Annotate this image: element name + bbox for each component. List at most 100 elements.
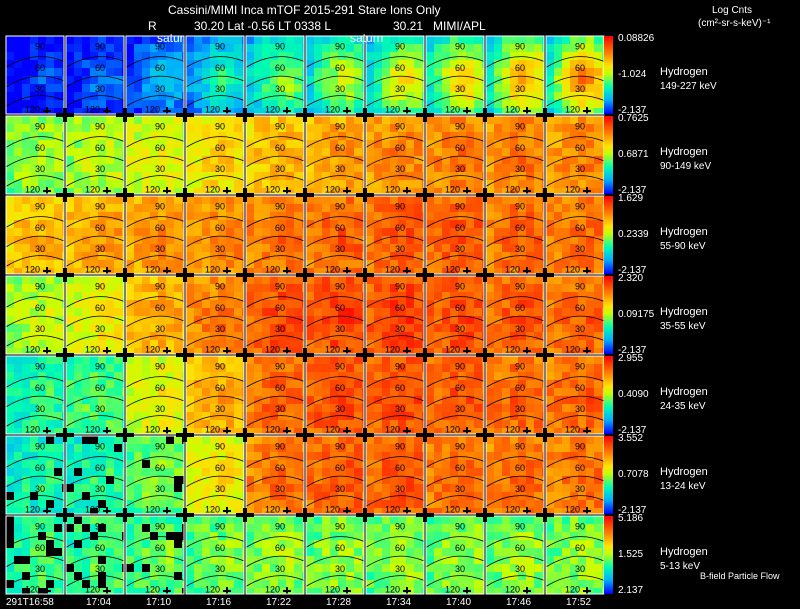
energy-label: 149-227 keV: [660, 81, 717, 92]
satur-label-2: saturn: [350, 31, 384, 45]
grid-cross-icon: [356, 508, 374, 522]
species-label: Hydrogen: [660, 66, 708, 78]
panel-axis-label: 90: [575, 41, 585, 51]
time-label: 17:46: [506, 597, 532, 608]
panel-axis-label: 90: [575, 521, 585, 531]
panel-axis-label: 90: [155, 281, 165, 291]
heatmap-panel: 90 60 30 120: [425, 195, 485, 275]
grid-cross-icon: [476, 428, 494, 442]
species-label: Hydrogen: [660, 146, 708, 158]
panel-axis-label: 120: [505, 184, 520, 194]
chart-title: Cassini/MIMI Inca mTOF 2015-291 Stare Io…: [168, 3, 441, 17]
panel-axis-label: 120: [505, 504, 520, 514]
grid-cross-icon: [476, 268, 494, 282]
panel-axis-label: 60: [395, 143, 405, 153]
panel-axis-label: 90: [515, 121, 525, 131]
panel-axis-label: 120: [565, 504, 580, 514]
panel-axis-label: 90: [515, 361, 525, 371]
grid-cross-icon: [416, 348, 434, 362]
panel-axis-label: 120: [385, 424, 400, 434]
colorbar-max: 3.552: [618, 433, 644, 444]
panel-axis-label: 60: [95, 303, 105, 313]
panel-axis-label: 90: [395, 201, 405, 211]
panel-axis-label: 90: [95, 281, 105, 291]
panel-axis-label: 120: [445, 184, 460, 194]
colorbar-min: -2.137: [618, 185, 647, 196]
panel-axis-label: 90: [155, 201, 165, 211]
panel-axis-label: 60: [575, 63, 585, 73]
panel-axis-label: 120: [85, 104, 100, 114]
pointing-marker-icon: [523, 267, 531, 274]
colorbar-max: 5.186: [618, 513, 644, 524]
panel-axis-label: 90: [35, 361, 45, 371]
panel-axis-label: 120: [385, 584, 400, 594]
panel-axis-label: 90: [95, 201, 105, 211]
panel-axis-label: 90: [95, 41, 105, 51]
panel-axis-label: 60: [35, 463, 45, 473]
panel-axis-label: 30: [275, 564, 285, 574]
pointing-marker-icon: [463, 347, 471, 354]
panel-axis-label: 60: [575, 303, 585, 313]
heatmap-panel: 90 60 30 120: [485, 355, 545, 435]
heatmap-panel: 90 60 30 120: [425, 355, 485, 435]
heatmap-panel: 90 60 30 120: [425, 435, 485, 515]
panel-axis-label: 60: [515, 303, 525, 313]
colorbar: [604, 276, 613, 354]
panel-axis-label: 30: [275, 244, 285, 254]
panel-axis-label: 30: [155, 404, 165, 414]
panel-axis-label: 120: [445, 264, 460, 274]
panel-axis-label: 30: [575, 244, 585, 254]
panel-axis-label: 60: [155, 143, 165, 153]
time-label: 17:34: [386, 597, 412, 608]
time-label: 17:28: [326, 597, 352, 608]
panel-axis-label: 60: [575, 383, 585, 393]
panel-axis-label: 120: [145, 504, 160, 514]
panel-axis-label: 60: [395, 303, 405, 313]
panel-axis-label: 120: [265, 344, 280, 354]
panel-axis-label: 30: [35, 164, 45, 174]
panel-axis-label: 90: [515, 281, 525, 291]
pointing-marker-icon: [163, 507, 171, 514]
panel-axis-label: 60: [95, 223, 105, 233]
panel-axis-label: 120: [205, 504, 220, 514]
panel-axis-label: 90: [155, 441, 165, 451]
grid-cross-icon: [476, 188, 494, 202]
pointing-marker-icon: [103, 187, 111, 194]
panel-axis-label: 60: [155, 223, 165, 233]
panel-axis-label: 30: [35, 324, 45, 334]
heatmap-panel: 90 60 30 120: [545, 435, 605, 515]
pointing-marker-icon: [163, 347, 171, 354]
panel-axis-label: 60: [455, 383, 465, 393]
panel-axis-label: 30: [35, 244, 45, 254]
panel-axis-label: 90: [335, 121, 345, 131]
heatmap-panel: 90 60 30 120: [305, 275, 365, 355]
heatmap-panel: 90 60 30 120: [65, 115, 125, 195]
panel-axis-label: 30: [35, 484, 45, 494]
panel-axis-label: 90: [275, 441, 285, 451]
grid-cross-icon: [356, 188, 374, 202]
grid-cross-icon: [176, 508, 194, 522]
pointing-marker-icon: [463, 587, 471, 594]
panel-axis-label: 60: [515, 543, 525, 553]
panel-axis-label: 60: [515, 223, 525, 233]
colorbar: [604, 116, 613, 194]
panel-axis-label: 60: [95, 463, 105, 473]
panel-axis-label: 60: [515, 383, 525, 393]
units-title: Log Cnts: [712, 5, 753, 16]
grid-cross-icon: [236, 108, 254, 122]
panel-axis-label: 120: [505, 424, 520, 434]
panel-axis-label: 90: [395, 41, 405, 51]
panel-axis-label: 30: [395, 84, 405, 94]
pointing-marker-icon: [403, 507, 411, 514]
panel-axis-label: 60: [215, 543, 225, 553]
panel-axis-label: 90: [275, 121, 285, 131]
panel-axis-label: 60: [395, 63, 405, 73]
heatmap-panel: 90 60 30 120: [125, 115, 185, 195]
panel-axis-label: 60: [395, 223, 405, 233]
heatmap-panel: 90 60 30 120: [245, 355, 305, 435]
panel-axis-label: 30: [515, 84, 525, 94]
panel-axis-label: 90: [275, 361, 285, 371]
panel-axis-label: 90: [335, 41, 345, 51]
panel-axis-label: 90: [515, 201, 525, 211]
panel-axis-label: 120: [325, 264, 340, 274]
